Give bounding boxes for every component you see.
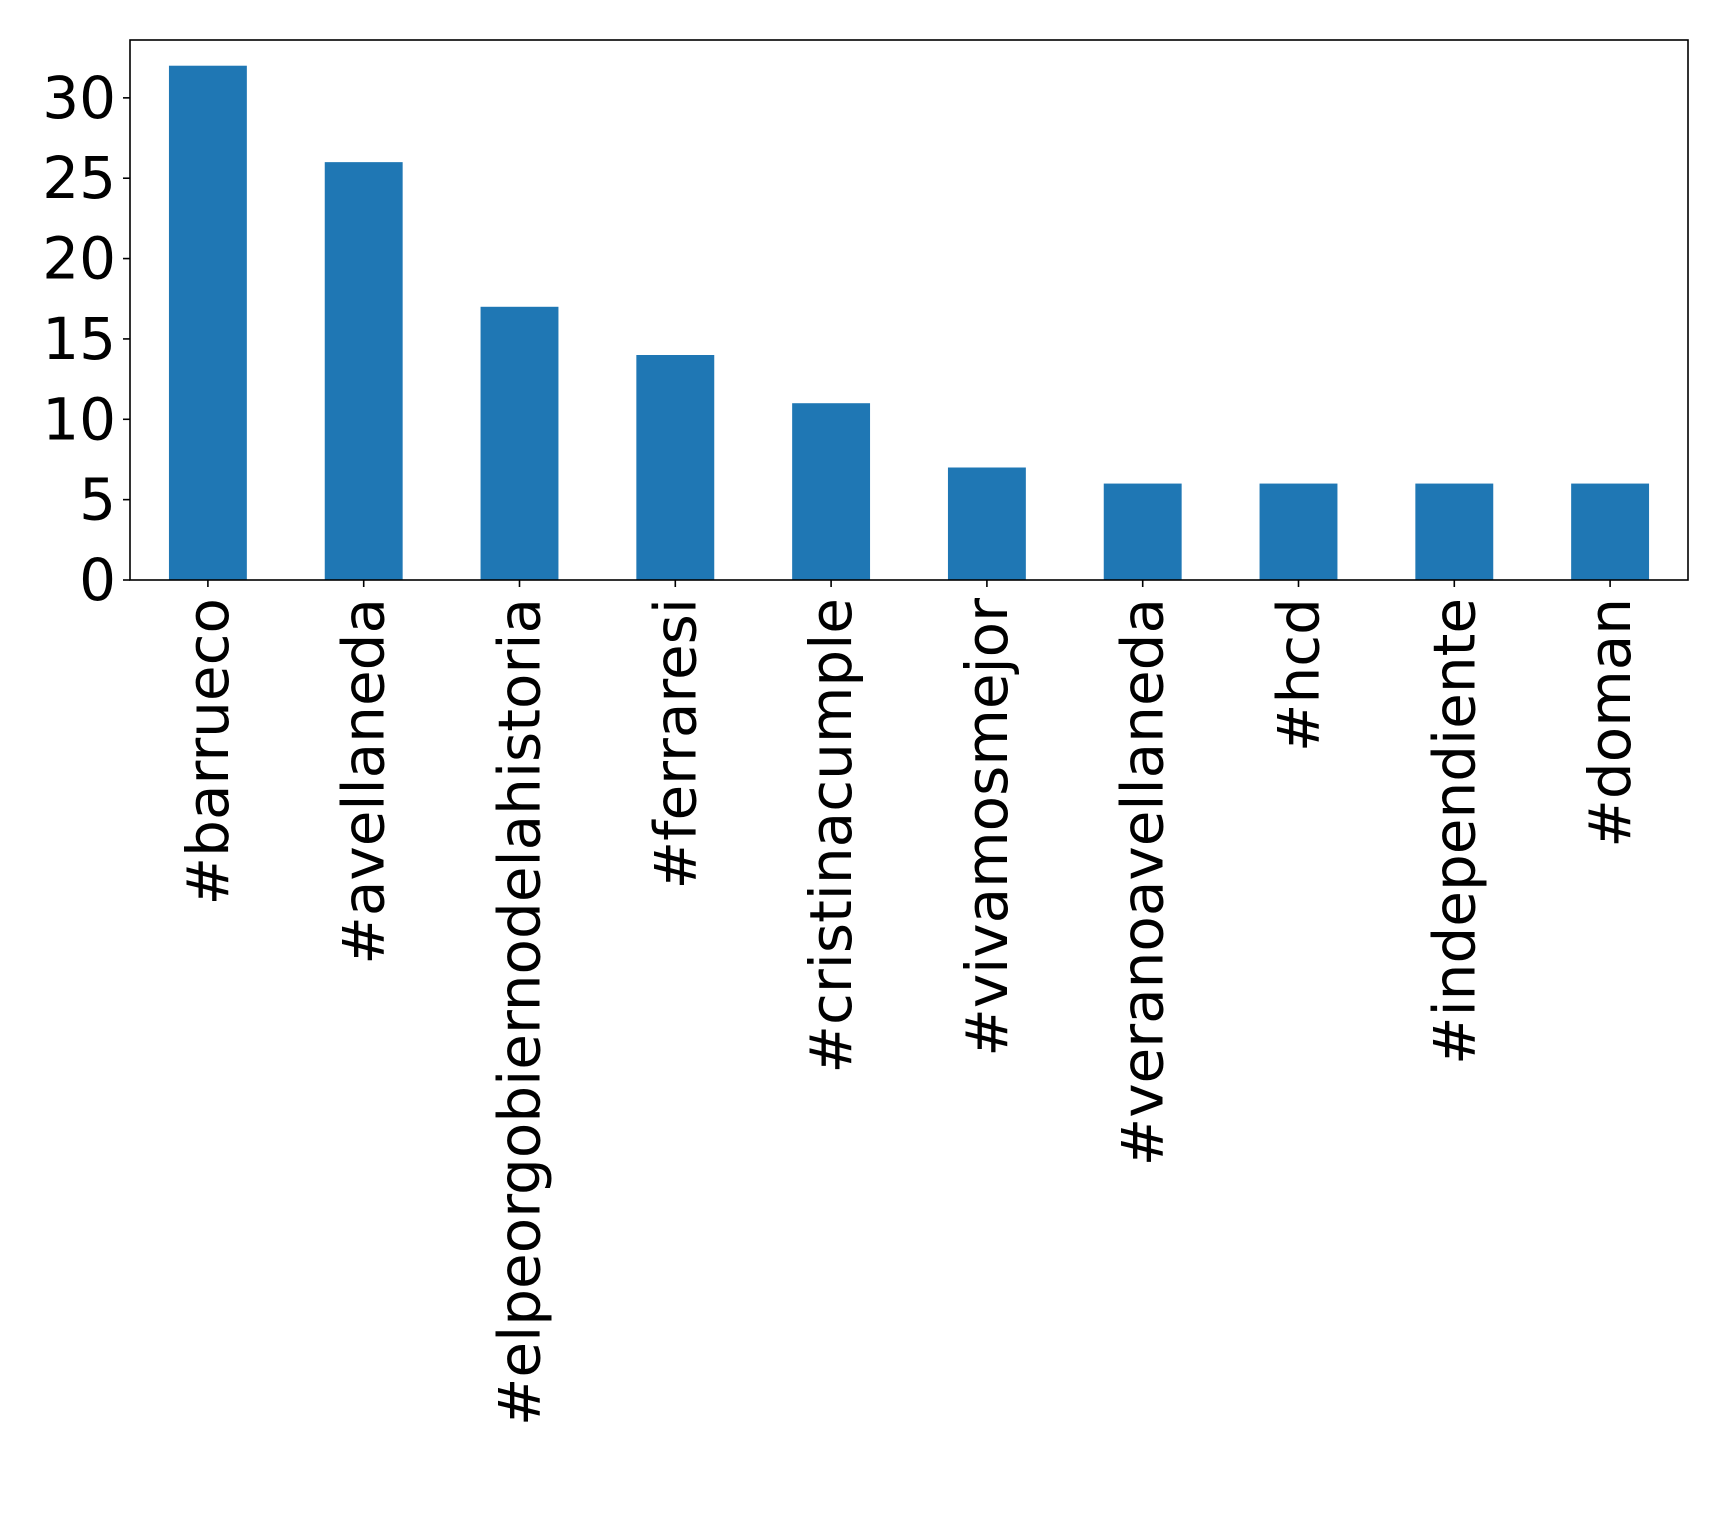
x-tick-label: #hcd xyxy=(1265,598,1333,752)
x-tick-label: #veranoavellaneda xyxy=(1109,598,1177,1166)
bar xyxy=(480,306,559,580)
y-tick-label: 25 xyxy=(42,144,116,212)
y-tick-label: 5 xyxy=(79,466,116,534)
x-tick-label: #doman xyxy=(1576,598,1644,848)
x-tick-label: #cristinacumple xyxy=(797,598,865,1074)
x-tick-label: #ferraresi xyxy=(641,598,709,890)
bar xyxy=(1259,483,1338,580)
bar xyxy=(168,65,247,580)
y-axis: 0 5 10 15 20 25 30 xyxy=(42,64,130,614)
bar xyxy=(1571,483,1650,580)
y-tick-label: 10 xyxy=(42,385,116,453)
bar xyxy=(1103,483,1182,580)
bar xyxy=(636,355,715,580)
bar xyxy=(1415,483,1494,580)
bars-layer xyxy=(168,65,1650,580)
x-tick-label: #avellaneda xyxy=(330,598,398,965)
x-tick-label: #independiente xyxy=(1420,598,1488,1065)
plot-frame xyxy=(129,39,1689,581)
y-tick-label: 30 xyxy=(42,64,116,132)
bar xyxy=(792,403,871,580)
x-tick-label: #barrueco xyxy=(174,598,242,905)
y-tick-label: 15 xyxy=(42,305,116,373)
bar xyxy=(947,467,1026,580)
x-axis: #barrueco #avellaneda #elpeorgobiernodelah… xyxy=(174,580,1644,1426)
y-tick-label: 20 xyxy=(42,225,116,293)
x-tick-label: #elpeorgobiernodelahistoria xyxy=(486,598,554,1426)
x-tick-label: #vivamosmejor xyxy=(953,598,1021,1057)
bar xyxy=(324,162,403,580)
y-tick-label: 0 xyxy=(79,546,116,614)
